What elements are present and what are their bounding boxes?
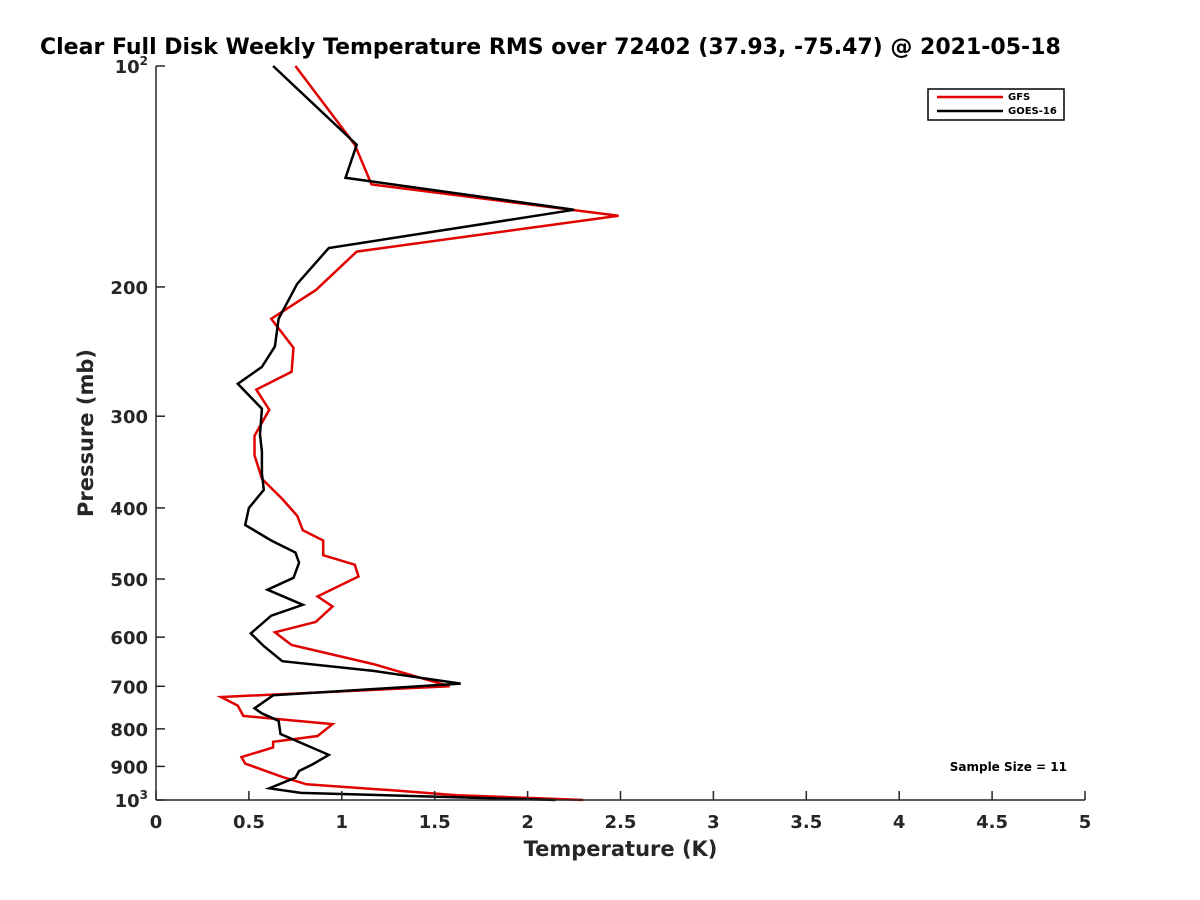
x-tick-label: 0 xyxy=(150,812,163,833)
series-line-gfs xyxy=(216,65,619,802)
legend-label-goes-16: GOES-16 xyxy=(1008,106,1057,117)
y-tick-label: 400 xyxy=(110,499,148,520)
x-ticks: 0 0.5 1 1.5 2 2.5 3 3.5 4 4.5 5 xyxy=(150,791,1092,833)
y-tick-label: 700 xyxy=(110,677,148,698)
series-layer xyxy=(216,65,619,802)
y-ticks: 102 200 300 400 500 600 700 800 900 103 xyxy=(110,54,165,812)
legend-label-gfs: GFS xyxy=(1008,92,1030,103)
y-tick-label: 900 xyxy=(110,757,148,778)
legend: GFS GOES-16 xyxy=(927,88,1065,121)
y-tick-label: 800 xyxy=(110,720,148,741)
x-tick-label: 1 xyxy=(336,812,349,833)
x-tick-label: 4.5 xyxy=(976,812,1008,833)
x-tick-label: 3.5 xyxy=(790,812,822,833)
plot-area: 0 0.5 1 1.5 2 2.5 3 3.5 4 4.5 5 102 200 300 400 500 600… xyxy=(110,54,1091,833)
x-tick-label: 0.5 xyxy=(233,812,265,833)
x-tick-label: 2 xyxy=(521,812,534,833)
sample-size-annotation: Sample Size = 11 xyxy=(950,760,1067,774)
y-tick-label: 200 xyxy=(110,278,148,299)
x-tick-label: 3 xyxy=(707,812,720,833)
y-axis-label: Pressure (mb) xyxy=(74,349,98,517)
series-line-goes-16 xyxy=(235,65,575,802)
legend-box xyxy=(927,88,1065,121)
x-tick-label: 4 xyxy=(893,812,906,833)
x-axis-label: Temperature (K) xyxy=(524,837,718,861)
x-tick-label: 5 xyxy=(1079,812,1092,833)
y-tick-label: 103 xyxy=(115,788,148,812)
x-tick-label: 1.5 xyxy=(419,812,451,833)
y-tick-label: 300 xyxy=(110,407,148,428)
x-tick-label: 2.5 xyxy=(605,812,637,833)
y-tick-label: 600 xyxy=(110,628,148,649)
y-tick-label: 500 xyxy=(110,570,148,591)
chart-title: Clear Full Disk Weekly Temperature RMS o… xyxy=(40,35,1061,60)
y-tick-label: 102 xyxy=(115,54,148,78)
